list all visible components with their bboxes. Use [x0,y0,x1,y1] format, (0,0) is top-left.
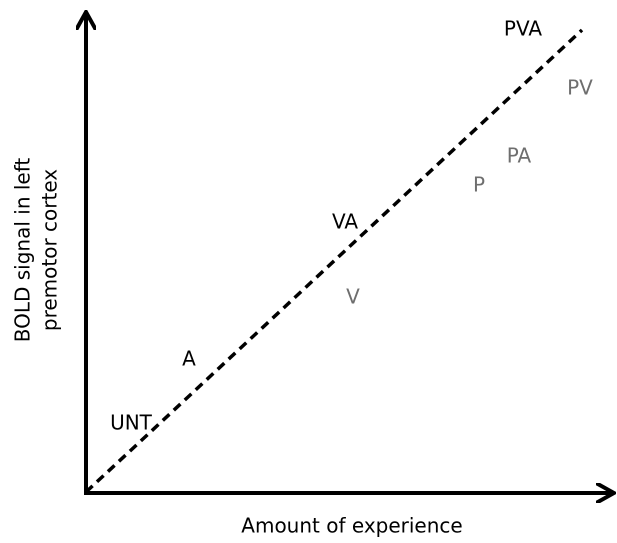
condition-label: VA [332,210,358,234]
y-axis-label: BOLD signal in left premotor cortex [11,158,62,343]
condition-label: PA [507,144,532,168]
condition-label: PVA [504,17,542,41]
condition-label: V [346,285,360,309]
condition-label: PV [567,76,593,100]
condition-label: P [473,173,485,197]
x-axis-label: Amount of experience [241,514,462,538]
y-axis-label-line: premotor cortex [38,169,62,331]
condition-label: A [182,347,196,371]
trend-line [84,28,584,494]
condition-label: UNT [110,411,153,435]
y-axis-label-line: BOLD signal in left [11,158,35,343]
